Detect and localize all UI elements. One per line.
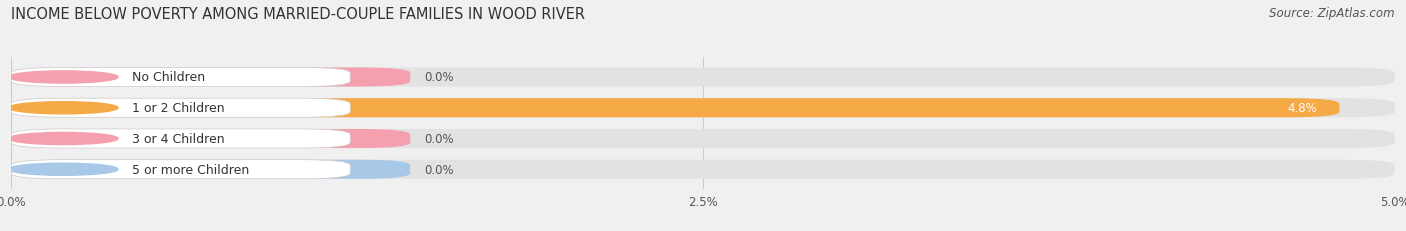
Circle shape bbox=[8, 164, 118, 176]
Text: 0.0%: 0.0% bbox=[425, 163, 454, 176]
FancyBboxPatch shape bbox=[11, 99, 1395, 118]
FancyBboxPatch shape bbox=[11, 68, 411, 87]
Text: No Children: No Children bbox=[132, 71, 205, 84]
FancyBboxPatch shape bbox=[11, 68, 1395, 87]
FancyBboxPatch shape bbox=[11, 160, 411, 179]
Text: INCOME BELOW POVERTY AMONG MARRIED-COUPLE FAMILIES IN WOOD RIVER: INCOME BELOW POVERTY AMONG MARRIED-COUPL… bbox=[11, 7, 585, 22]
FancyBboxPatch shape bbox=[11, 129, 350, 148]
Circle shape bbox=[8, 133, 118, 145]
FancyBboxPatch shape bbox=[11, 99, 350, 118]
Text: 5 or more Children: 5 or more Children bbox=[132, 163, 249, 176]
FancyBboxPatch shape bbox=[11, 160, 1395, 179]
FancyBboxPatch shape bbox=[11, 160, 350, 179]
FancyBboxPatch shape bbox=[11, 68, 350, 87]
Text: 4.8%: 4.8% bbox=[1288, 102, 1317, 115]
Text: 0.0%: 0.0% bbox=[425, 71, 454, 84]
Text: 1 or 2 Children: 1 or 2 Children bbox=[132, 102, 225, 115]
FancyBboxPatch shape bbox=[11, 129, 1395, 148]
FancyBboxPatch shape bbox=[11, 99, 1340, 118]
Text: Source: ZipAtlas.com: Source: ZipAtlas.com bbox=[1270, 7, 1395, 20]
Circle shape bbox=[8, 102, 118, 114]
Text: 0.0%: 0.0% bbox=[425, 132, 454, 145]
Circle shape bbox=[8, 72, 118, 84]
FancyBboxPatch shape bbox=[11, 129, 411, 148]
Text: 3 or 4 Children: 3 or 4 Children bbox=[132, 132, 225, 145]
